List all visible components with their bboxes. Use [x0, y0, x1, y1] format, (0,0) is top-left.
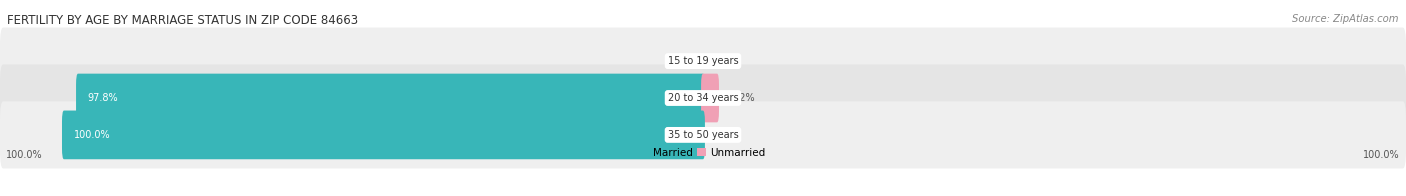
Text: 100.0%: 100.0% — [7, 150, 44, 160]
Text: 97.8%: 97.8% — [87, 93, 118, 103]
Legend: Married, Unmarried: Married, Unmarried — [637, 143, 769, 162]
FancyBboxPatch shape — [0, 101, 1406, 169]
Text: 100.0%: 100.0% — [1362, 150, 1399, 160]
Text: FERTILITY BY AGE BY MARRIAGE STATUS IN ZIP CODE 84663: FERTILITY BY AGE BY MARRIAGE STATUS IN Z… — [7, 14, 359, 27]
Text: 0.0%: 0.0% — [666, 56, 690, 66]
Text: 35 to 50 years: 35 to 50 years — [668, 130, 738, 140]
Text: 2.2%: 2.2% — [730, 93, 755, 103]
Text: 0.0%: 0.0% — [716, 56, 740, 66]
FancyBboxPatch shape — [702, 74, 718, 122]
FancyBboxPatch shape — [76, 74, 704, 122]
Text: 20 to 34 years: 20 to 34 years — [668, 93, 738, 103]
FancyBboxPatch shape — [0, 27, 1406, 95]
Text: 100.0%: 100.0% — [73, 130, 110, 140]
Text: 0.0%: 0.0% — [716, 130, 740, 140]
FancyBboxPatch shape — [62, 111, 704, 159]
FancyBboxPatch shape — [0, 64, 1406, 132]
Text: Source: ZipAtlas.com: Source: ZipAtlas.com — [1292, 14, 1399, 24]
Text: 15 to 19 years: 15 to 19 years — [668, 56, 738, 66]
